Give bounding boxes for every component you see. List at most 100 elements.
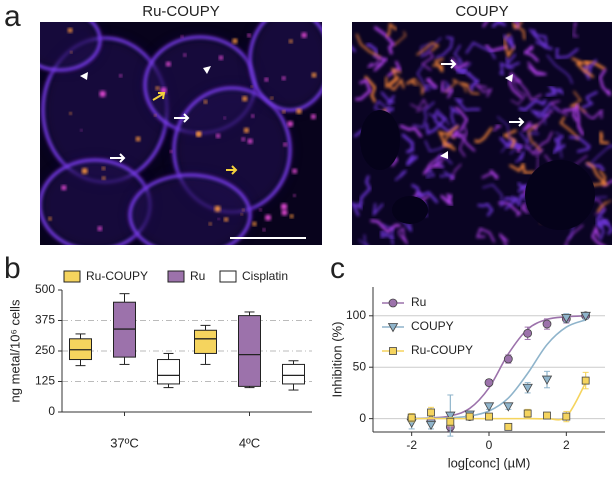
mitochondria — [551, 136, 566, 155]
mitochondria — [581, 59, 598, 82]
legend-label: Ru-COUPY — [86, 269, 148, 283]
mitochondria — [370, 219, 401, 234]
mitochondria — [477, 202, 494, 217]
fit-curve — [411, 314, 586, 420]
point — [446, 417, 455, 426]
vesicle — [80, 129, 83, 132]
legend-label: Cisplatin — [242, 269, 288, 283]
legend-label: Ru-COUPY — [411, 343, 473, 357]
mitochondria — [397, 227, 409, 245]
mitochondria — [386, 22, 398, 37]
vesicle — [135, 136, 141, 142]
vesicle — [99, 90, 106, 98]
legend-label: Ru — [190, 269, 205, 283]
mitochondria — [386, 60, 402, 78]
vesicle — [217, 217, 220, 221]
mitochondria — [428, 159, 444, 169]
arrows — [80, 59, 525, 239]
arrowhead — [80, 72, 88, 80]
cell — [40, 22, 100, 70]
mitochondria — [524, 131, 553, 155]
vesicle — [289, 39, 293, 44]
cell — [130, 175, 250, 245]
vesicle — [265, 214, 272, 221]
mitochondria — [549, 100, 569, 116]
vesicle — [48, 217, 52, 221]
mitochondria — [599, 131, 609, 145]
legend-swatch — [63, 270, 81, 283]
vesicle — [301, 32, 307, 38]
mitochondria — [412, 101, 435, 129]
vesicle — [242, 96, 248, 102]
vesicle — [214, 205, 221, 212]
mitochondria — [444, 78, 467, 93]
x-axis-label: log[conc] (µM) — [448, 455, 531, 470]
mitochondria — [502, 129, 517, 149]
x-tick-label: 4ºC — [239, 435, 260, 450]
mitochondria — [545, 84, 565, 97]
mitochondria — [410, 98, 429, 113]
vesicle — [264, 77, 269, 82]
panel-label: c — [330, 252, 345, 285]
mitochondria — [372, 203, 384, 216]
vesicle — [223, 217, 229, 222]
y-tick-label: 50 — [353, 359, 367, 373]
point — [427, 408, 435, 417]
point — [484, 378, 494, 388]
mitochondria — [543, 107, 560, 125]
mitochondria — [571, 57, 595, 79]
vesicle — [215, 133, 221, 138]
cell-membrane — [128, 173, 252, 245]
mitochondria — [441, 80, 453, 94]
box — [194, 329, 217, 354]
mitochondria — [416, 65, 431, 91]
fit-curve — [411, 319, 586, 420]
arrow — [226, 165, 238, 175]
mitochondria — [373, 55, 389, 72]
mitochondria — [504, 196, 518, 211]
mitochondria — [513, 79, 542, 102]
mitochondria — [481, 169, 499, 180]
vesicle — [292, 168, 298, 174]
mitochondria — [432, 57, 444, 73]
vesicle — [69, 112, 72, 115]
mitochondria — [569, 90, 587, 113]
mitochondria — [449, 106, 461, 125]
point — [504, 422, 513, 431]
vesicle — [208, 222, 212, 226]
vesicle — [242, 208, 245, 212]
vesicle — [160, 87, 167, 94]
point — [407, 413, 416, 422]
point — [562, 412, 571, 421]
mitochondria — [498, 233, 509, 245]
mitochondria — [399, 124, 423, 138]
mitochondria — [424, 140, 451, 153]
mitochondria — [364, 75, 377, 103]
vesicle — [259, 208, 262, 212]
point — [522, 383, 533, 394]
mitochondria — [510, 193, 525, 208]
image-title: COUPY — [455, 3, 508, 20]
vesicle — [97, 226, 103, 231]
mitochondria — [508, 71, 524, 99]
point — [581, 376, 590, 385]
mitochondria — [435, 153, 453, 169]
mitochondria — [509, 161, 535, 174]
mitochondria — [528, 28, 548, 48]
vesicle — [155, 86, 160, 90]
vesicle — [154, 114, 157, 117]
vesicle — [289, 214, 294, 219]
point — [561, 313, 572, 324]
vesicle — [282, 110, 286, 114]
mitochondria — [527, 124, 542, 152]
mitochondria — [440, 193, 454, 208]
mitochondria — [456, 68, 468, 76]
vesicle — [102, 166, 106, 170]
vesicle — [311, 72, 317, 78]
vesicle — [252, 221, 257, 226]
cell — [43, 38, 167, 182]
y-axis-label: Inhibition (%) — [329, 322, 344, 398]
mitochondria — [458, 126, 468, 157]
mitochondria — [575, 105, 585, 136]
